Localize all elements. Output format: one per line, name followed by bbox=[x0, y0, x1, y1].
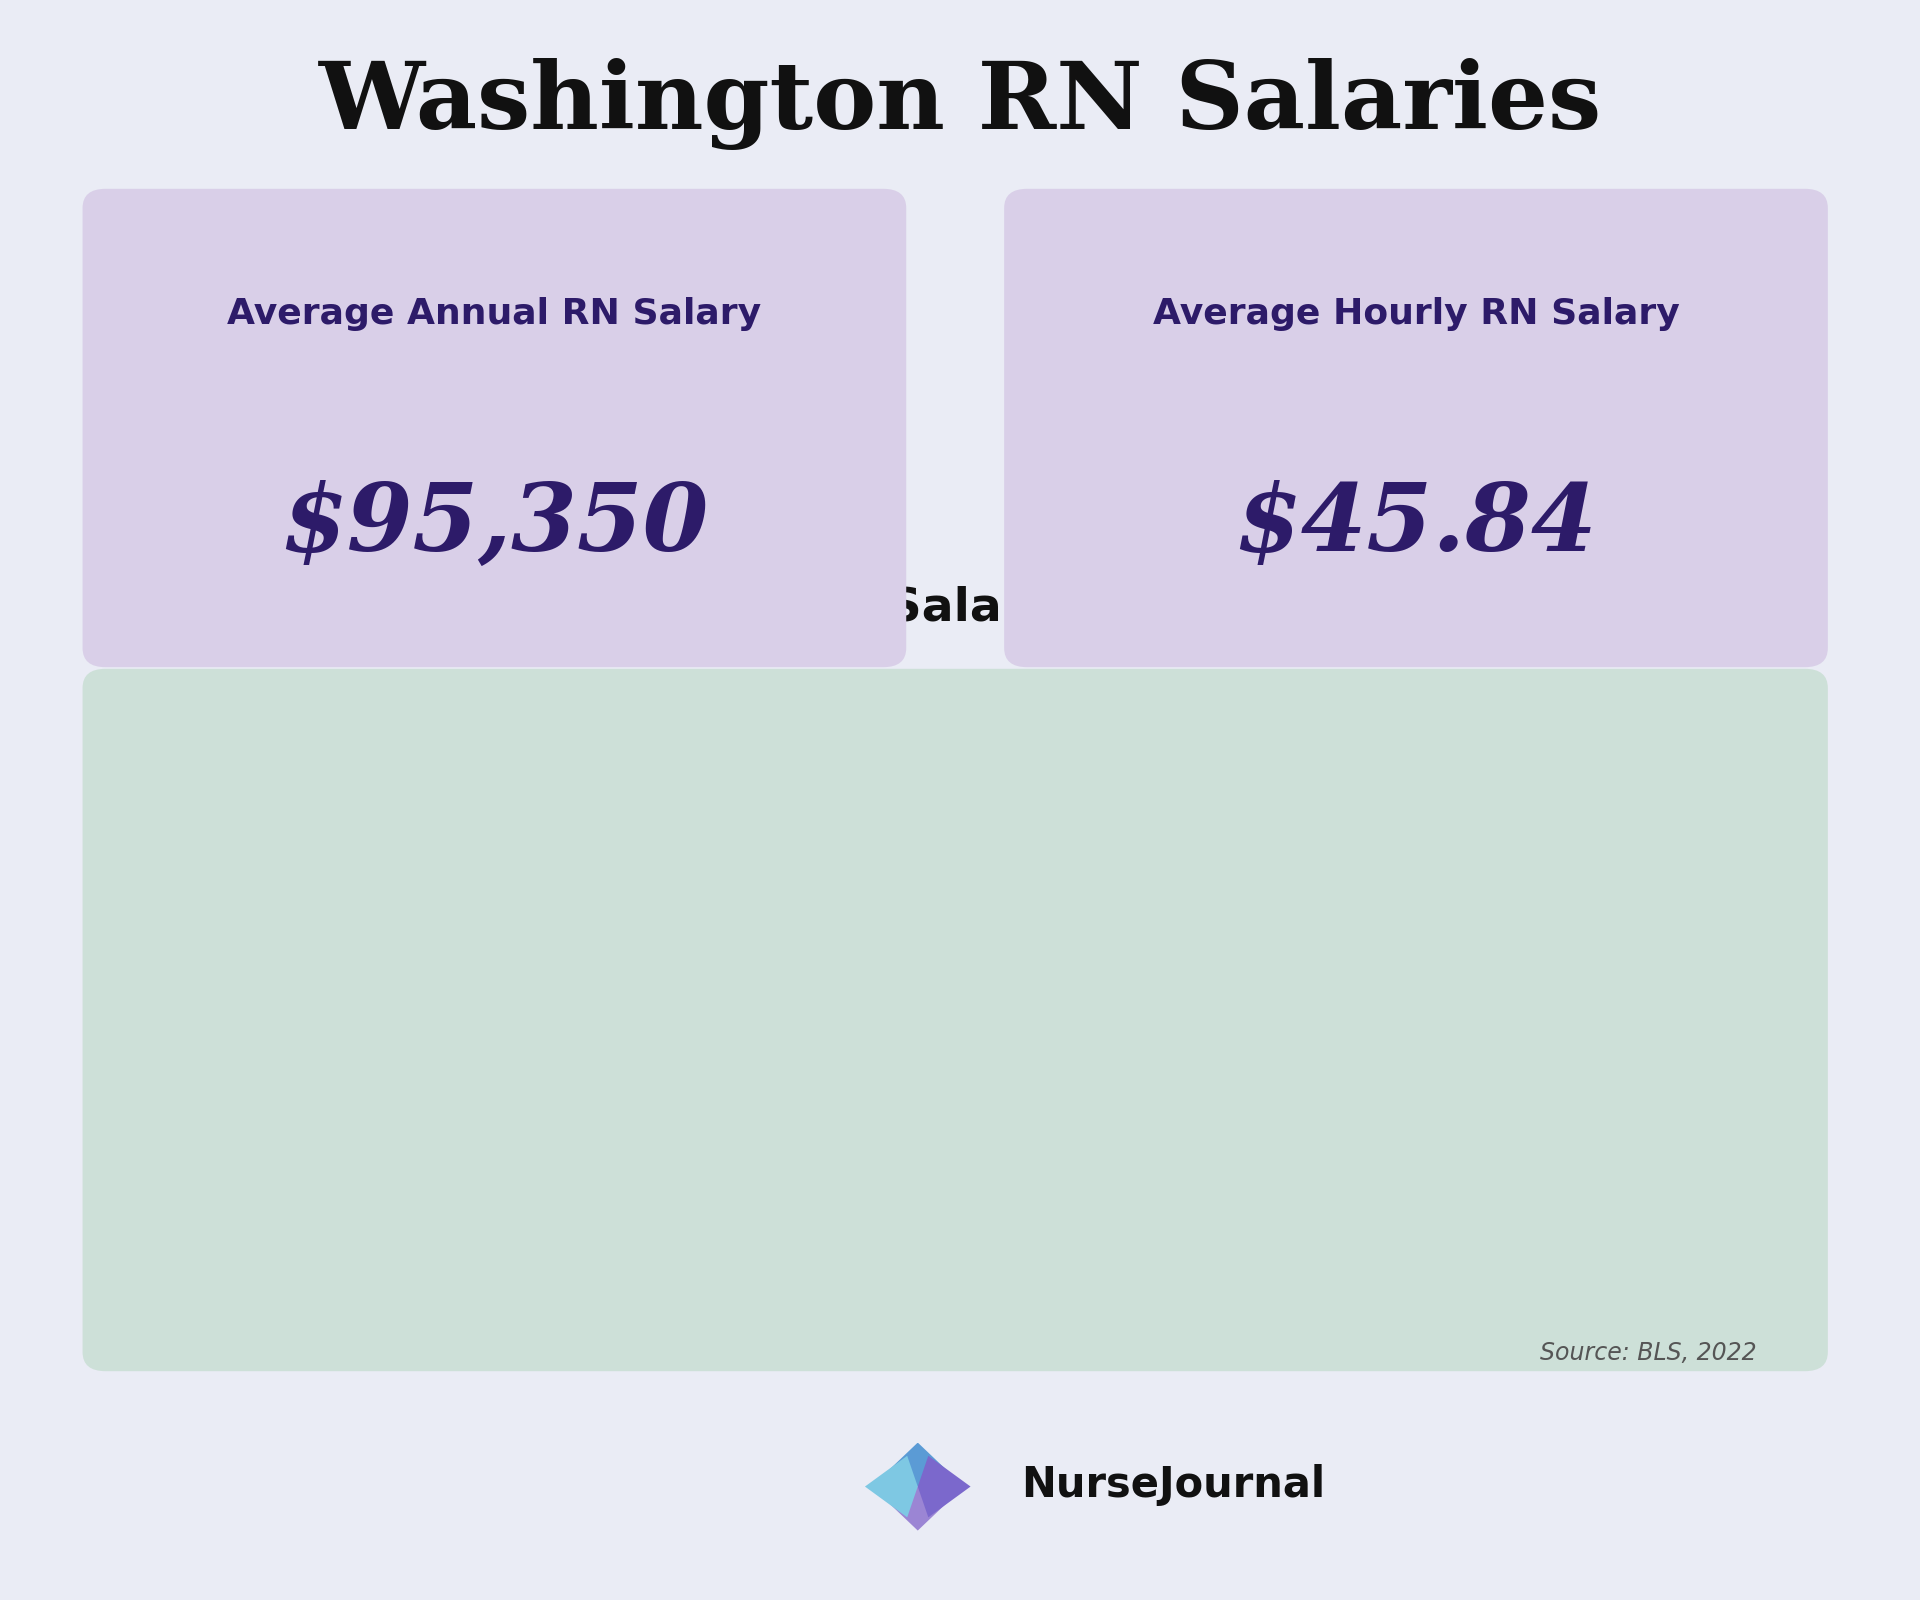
FancyBboxPatch shape bbox=[319, 1203, 488, 1304]
Text: $95,350: $95,350 bbox=[280, 480, 708, 570]
Polygon shape bbox=[864, 1456, 918, 1517]
Polygon shape bbox=[918, 1456, 972, 1517]
Text: NurseJournal: NurseJournal bbox=[1021, 1464, 1325, 1506]
Text: Average Hourly RN Salary: Average Hourly RN Salary bbox=[1152, 296, 1680, 331]
FancyBboxPatch shape bbox=[83, 189, 906, 667]
Text: $45.84: $45.84 bbox=[1235, 480, 1597, 570]
FancyBboxPatch shape bbox=[1004, 189, 1828, 667]
FancyBboxPatch shape bbox=[1240, 1053, 1409, 1304]
Text: Washington RN Salaries: Washington RN Salaries bbox=[319, 58, 1601, 150]
FancyBboxPatch shape bbox=[626, 1053, 795, 1304]
Polygon shape bbox=[881, 1443, 954, 1486]
Text: RN Salary Range: RN Salary Range bbox=[795, 586, 1240, 630]
FancyBboxPatch shape bbox=[83, 669, 1828, 1371]
Polygon shape bbox=[881, 1486, 954, 1531]
Text: Source: BLS, 2022: Source: BLS, 2022 bbox=[1540, 1341, 1757, 1365]
FancyBboxPatch shape bbox=[933, 802, 1102, 1304]
Text: Average Annual RN Salary: Average Annual RN Salary bbox=[227, 296, 762, 331]
Legend: Percentage of RNs: Percentage of RNs bbox=[1440, 667, 1772, 717]
FancyBboxPatch shape bbox=[1548, 1203, 1716, 1304]
